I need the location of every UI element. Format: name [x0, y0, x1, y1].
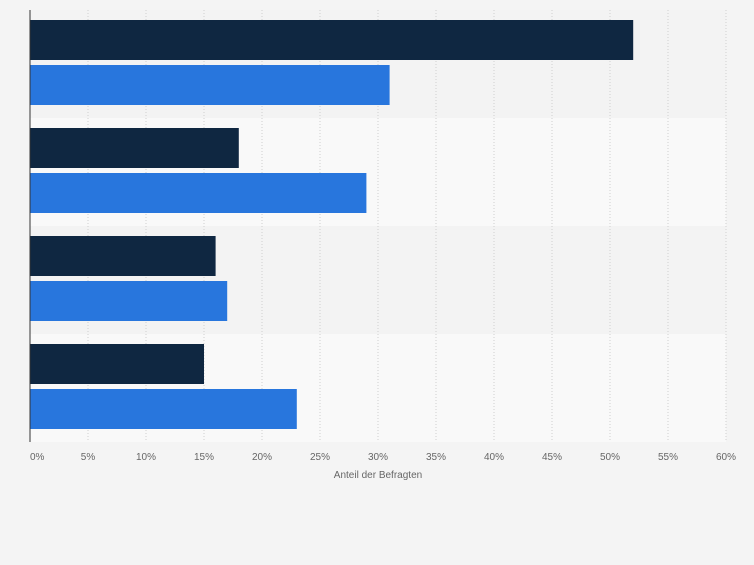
- x-tick-label: 0%: [30, 452, 45, 463]
- bar: [30, 173, 367, 213]
- bar: [30, 281, 228, 321]
- bars: [30, 20, 634, 429]
- bar: [30, 128, 239, 168]
- bar: [30, 389, 297, 429]
- x-tick-labels: 0% 5% 10% 15% 20% 25% 30% 35% 40% 45% 50% 55% 60%: [30, 452, 736, 463]
- x-tick-label: 30%: [368, 452, 388, 463]
- bar: [30, 344, 204, 384]
- x-tick-label: 10%: [136, 452, 156, 463]
- x-tick-label: 60%: [716, 452, 736, 463]
- bar: [30, 65, 390, 105]
- x-tick-label: 25%: [310, 452, 330, 463]
- x-tick-label: 15%: [194, 452, 214, 463]
- x-tick-label: 20%: [252, 452, 272, 463]
- x-tick-label: 55%: [658, 452, 678, 463]
- bar: [30, 236, 216, 276]
- bar: [30, 20, 634, 60]
- x-tick-label: 50%: [600, 452, 620, 463]
- x-tick-label: 5%: [81, 452, 96, 463]
- x-tick-label: 40%: [484, 452, 504, 463]
- x-tick-label: 35%: [426, 452, 446, 463]
- x-tick-label: 45%: [542, 452, 562, 463]
- x-axis-title: Anteil der Befragten: [334, 470, 422, 481]
